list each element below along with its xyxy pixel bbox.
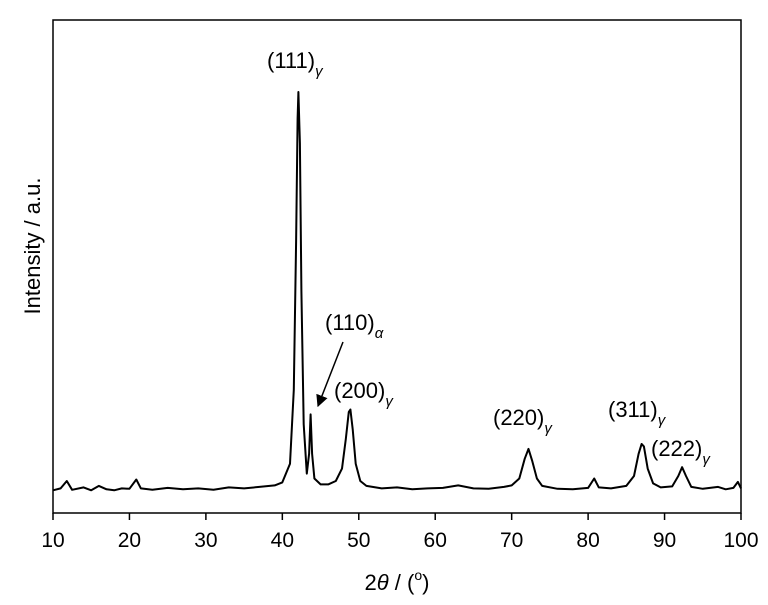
peak-label-sub: γ	[658, 412, 667, 429]
x-label-part: 2	[365, 570, 377, 595]
peak-label: (311)γ	[608, 397, 667, 429]
x-tick-label: 90	[653, 529, 676, 552]
x-label-part: o	[414, 567, 422, 583]
x-tick-label: 30	[194, 529, 217, 552]
x-label-part: θ	[377, 570, 389, 595]
peak-label: (110)α	[325, 310, 384, 342]
x-tick-label: 60	[424, 529, 447, 552]
peak-label-text: (111)	[267, 48, 315, 73]
peak-label-text: (311)	[608, 397, 658, 422]
pattern-line	[52, 91, 742, 492]
peak-label-text: (220)	[493, 405, 544, 430]
x-tick-label: 50	[347, 529, 370, 552]
peak-label: (222)γ	[651, 436, 711, 468]
x-tick-label: 100	[723, 529, 758, 552]
peak-label: (220)γ	[493, 405, 553, 437]
peak-label: (200)γ	[334, 378, 394, 410]
x-axis-label: 2θ / (o)	[365, 567, 430, 595]
x-tick-label: 40	[271, 529, 294, 552]
x-label-part: )	[422, 570, 429, 595]
peak-label-sub: γ	[544, 420, 553, 437]
peak-label-sub: γ	[315, 63, 324, 80]
x-tick-label: 70	[500, 529, 523, 552]
peak-label-text: (222)	[651, 436, 702, 461]
peak-label-sub: γ	[702, 451, 711, 468]
plot-frame	[52, 19, 742, 514]
peak-label-sub: α	[375, 325, 384, 342]
peak-label-text: (110)	[325, 310, 375, 335]
x-tick-label: 20	[118, 529, 141, 552]
arrow	[316, 341, 344, 408]
peak-label-text: (200)	[334, 378, 385, 403]
peak-label: (111)γ	[267, 48, 324, 80]
x-tick-label: 10	[41, 529, 64, 552]
peak-label-sub: γ	[385, 393, 394, 410]
x-tick-label: 80	[576, 529, 599, 552]
y-axis-label: Intensity / a.u.	[20, 178, 45, 315]
x-label-part: / (	[389, 570, 415, 595]
